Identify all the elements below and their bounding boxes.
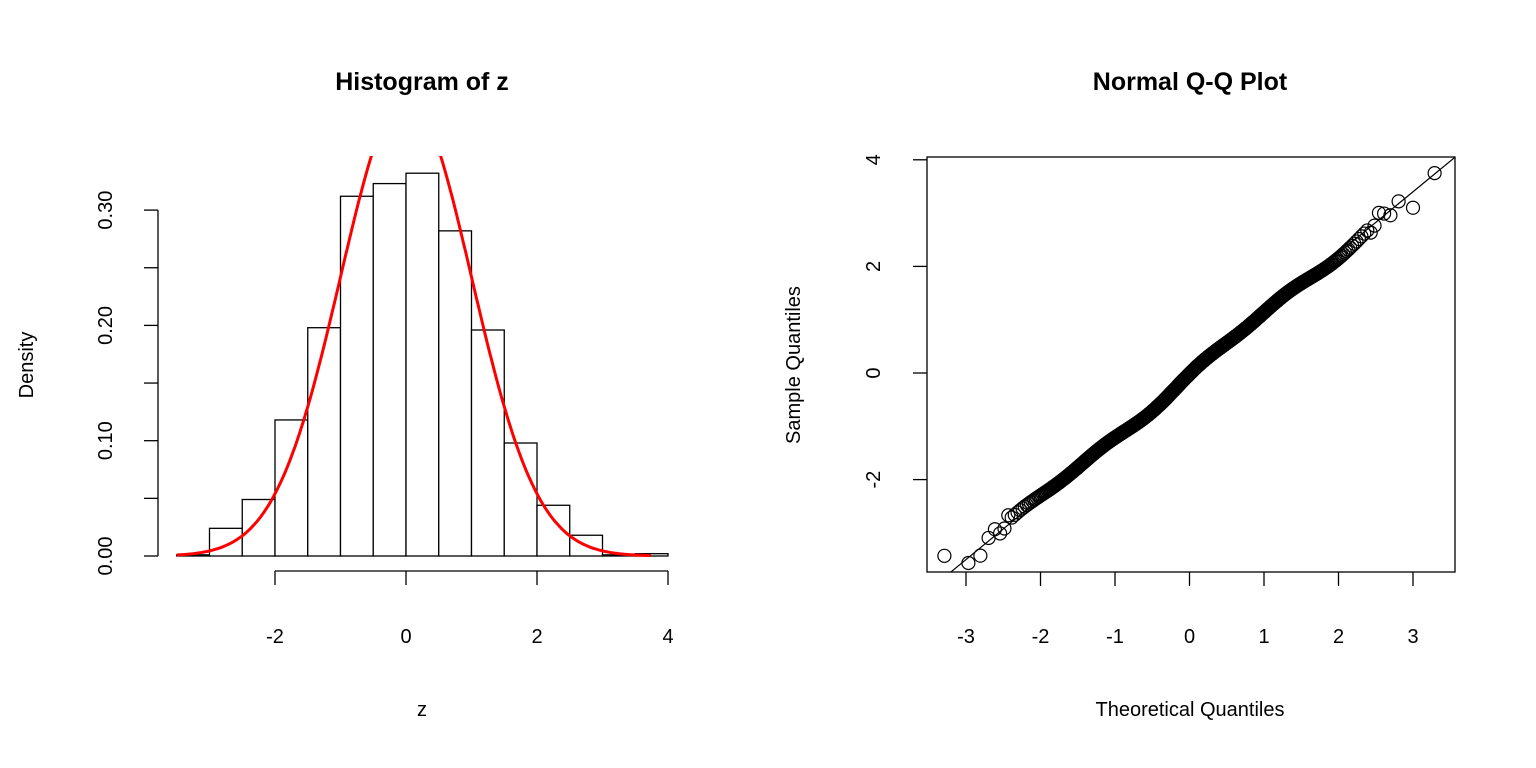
- histogram-title: Histogram of z: [335, 68, 509, 96]
- qq-point: [1349, 234, 1364, 249]
- qq-point: [1347, 236, 1362, 251]
- x-tick-label: 0: [400, 626, 411, 648]
- qq-point: [961, 555, 976, 571]
- qq-point: [1383, 208, 1398, 223]
- x-tick-label: 1: [1258, 626, 1269, 648]
- y-tick-label: 0.30: [95, 191, 117, 230]
- histogram-bar: [208, 527, 243, 557]
- qq-point: [1376, 206, 1392, 221]
- qq-point: [1371, 205, 1387, 220]
- histogram-x-axis: -2 0 2 4: [266, 570, 674, 648]
- y-tick-label: 2: [863, 261, 885, 272]
- histogram-bar: [470, 329, 505, 557]
- qq-point: [937, 548, 952, 563]
- histogram-bar: [438, 230, 473, 557]
- qq-points: [937, 166, 1442, 571]
- qq-point: [987, 522, 1003, 537]
- qq-plot-frame: [926, 156, 1456, 573]
- y-tick-label: 0: [863, 367, 885, 378]
- x-tick-label: 3: [1407, 626, 1418, 648]
- histogram-bar: [503, 442, 538, 557]
- x-tick-label: -1: [1106, 626, 1124, 648]
- x-tick-label: 0: [1184, 626, 1195, 648]
- y-tick-label: 4: [863, 154, 885, 165]
- histogram-bar: [405, 172, 440, 557]
- x-tick-label: -2: [266, 626, 284, 648]
- qq-point: [1010, 505, 1025, 520]
- histogram-bar: [372, 182, 407, 557]
- qq-point: [1001, 508, 1016, 523]
- x-tick-label: 2: [1333, 626, 1344, 648]
- histogram-bar: [307, 327, 342, 557]
- qq-point: [1351, 231, 1366, 247]
- qq-point: [1357, 226, 1372, 241]
- qq-y-label: Sample Quantiles: [783, 286, 805, 444]
- y-tick-label: 0.20: [95, 306, 117, 345]
- qq-x-label: Theoretical Quantiles: [1096, 699, 1285, 721]
- x-tick-label: 4: [662, 626, 673, 648]
- x-tick-label: 2: [531, 626, 542, 648]
- qq-point: [1391, 194, 1406, 209]
- qq-point: [1339, 244, 1354, 259]
- x-tick-label: -2: [1032, 626, 1050, 648]
- qq-point: [1405, 200, 1421, 215]
- histogram-bar: [241, 498, 276, 557]
- histogram-bars: [176, 172, 669, 557]
- histogram-y-axis: 0.00 0.10 0.20 0.30: [95, 191, 159, 576]
- qq-point: [1363, 225, 1378, 240]
- qq-y-axis: -2 0 2 4: [863, 154, 927, 488]
- x-tick-label: -3: [957, 626, 975, 648]
- histogram-bar: [274, 419, 309, 557]
- y-tick-label: 0.10: [95, 421, 117, 460]
- y-tick-label: -2: [863, 471, 885, 489]
- qq-point: [992, 526, 1008, 541]
- qq-point: [1367, 218, 1382, 233]
- qq-x-axis: -3 -2 -1 0 1 2 3: [957, 572, 1419, 648]
- histogram-panel: Histogram of z z Density -2 0 2 4 0.000.100…: [16, 68, 674, 721]
- qq-plot-panel: Normal Q-Q Plot Theoretical Quantiles Sa…: [783, 68, 1456, 721]
- histogram-y-label: Density: [16, 332, 38, 399]
- histogram-x-label: z: [417, 699, 427, 721]
- qq-title: Normal Q-Q Plot: [1093, 68, 1288, 96]
- qq-point: [997, 521, 1012, 536]
- normal-density-curve: [176, 156, 652, 558]
- qq-point: [1427, 166, 1442, 181]
- y-tick-label: 0.00: [95, 537, 117, 576]
- qq-point: [973, 548, 988, 563]
- qq-point: [1360, 223, 1375, 238]
